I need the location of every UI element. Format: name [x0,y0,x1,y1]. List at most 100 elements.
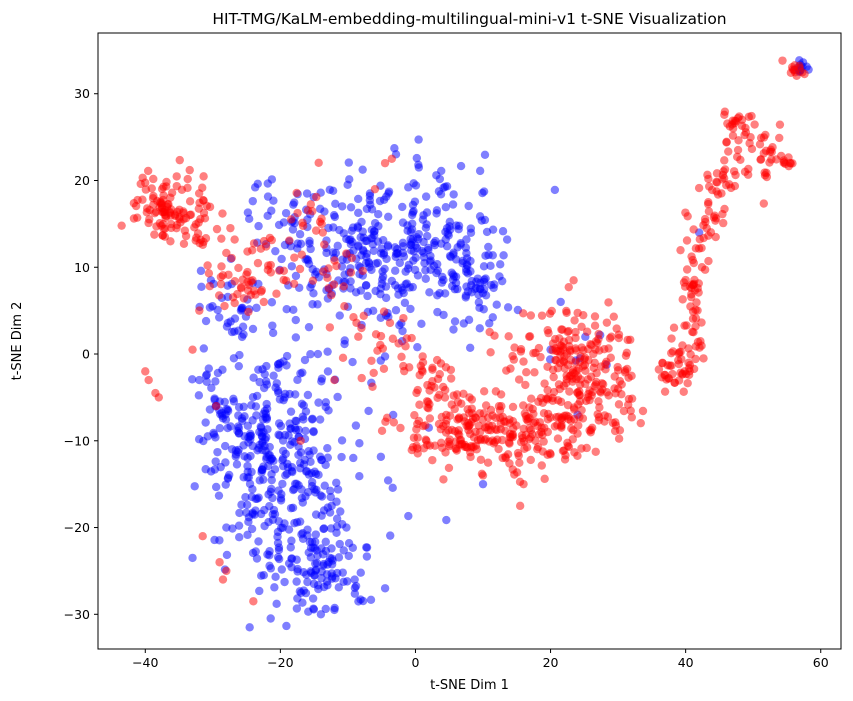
blue-point [299,401,308,410]
red-point [590,312,600,321]
blue-point [335,539,344,549]
red-point [604,298,613,307]
red-point [347,253,356,263]
red-point [216,279,226,289]
scatter-points [117,56,813,632]
blue-point [296,588,306,597]
blue-point [325,553,335,563]
blue-point [232,460,242,469]
red-point [222,566,231,576]
blue-point [464,201,473,211]
red-point [704,256,713,266]
red-point [177,185,187,194]
red-point [425,414,435,423]
red-point [175,155,184,165]
red-point [150,230,159,239]
red-point [516,345,526,354]
blue-point [306,283,315,292]
blue-point [445,251,455,261]
blue-point [267,175,277,184]
blue-point [448,200,458,209]
red-point [518,309,528,318]
blue-point [290,518,299,528]
blue-point [237,305,246,314]
blue-point [289,200,298,209]
red-point [368,382,377,391]
red-point [572,346,581,355]
blue-point [313,349,323,359]
red-point [574,421,583,430]
red-point [172,172,181,181]
blue-point [292,555,301,564]
red-point [524,332,534,341]
blue-point [278,461,288,471]
red-point [534,397,543,406]
blue-point [449,190,458,199]
blue-point [364,406,373,416]
blue-point [244,214,254,224]
red-point [327,291,336,300]
blue-point [346,203,356,212]
blue-point [252,411,261,420]
blue-point [291,315,300,325]
red-point [538,447,548,456]
blue-point [498,227,508,236]
red-point [230,277,240,286]
blue-point [421,192,431,201]
blue-point [382,254,391,264]
red-point [512,421,521,430]
blue-point [311,537,320,547]
red-point [394,339,403,348]
blue-point [287,536,296,545]
red-point [439,475,448,484]
red-point [670,378,679,387]
blue-point [450,317,460,326]
blue-point [395,258,404,268]
red-point [289,279,299,289]
red-point [377,426,387,436]
red-point [332,261,341,271]
red-point [691,305,700,315]
blue-point [311,559,320,568]
red-point [676,347,685,357]
blue-point [485,319,494,328]
blue-point [337,452,346,462]
red-point [486,405,496,415]
red-point [203,261,212,270]
blue-point [355,472,364,481]
red-point [444,437,453,446]
blue-point [281,449,290,459]
blue-point [319,524,328,534]
red-point [472,445,481,454]
red-point [778,56,787,65]
red-point [179,239,189,249]
red-point [699,354,708,363]
x-tick-label: −20 [267,655,293,670]
red-point [144,375,153,385]
red-point [154,393,163,402]
blue-point [242,508,251,517]
red-point [543,385,552,395]
red-point [218,575,228,584]
blue-point [392,248,402,258]
blue-point [362,543,372,552]
blue-point [271,572,280,582]
blue-point [321,537,330,547]
red-point [320,240,329,249]
red-point [435,370,444,379]
red-point [720,204,729,214]
blue-point [292,604,302,613]
blue-point [342,523,351,532]
blue-point [211,457,220,466]
y-tick-label: 0 [82,347,90,362]
red-point [567,424,576,433]
red-point [519,424,528,433]
blue-point [263,211,272,221]
red-point [202,201,212,211]
red-point [561,378,571,388]
blue-point [215,424,224,433]
blue-point [286,407,296,416]
red-point [388,334,398,343]
red-point [746,133,755,142]
red-point [682,265,692,274]
